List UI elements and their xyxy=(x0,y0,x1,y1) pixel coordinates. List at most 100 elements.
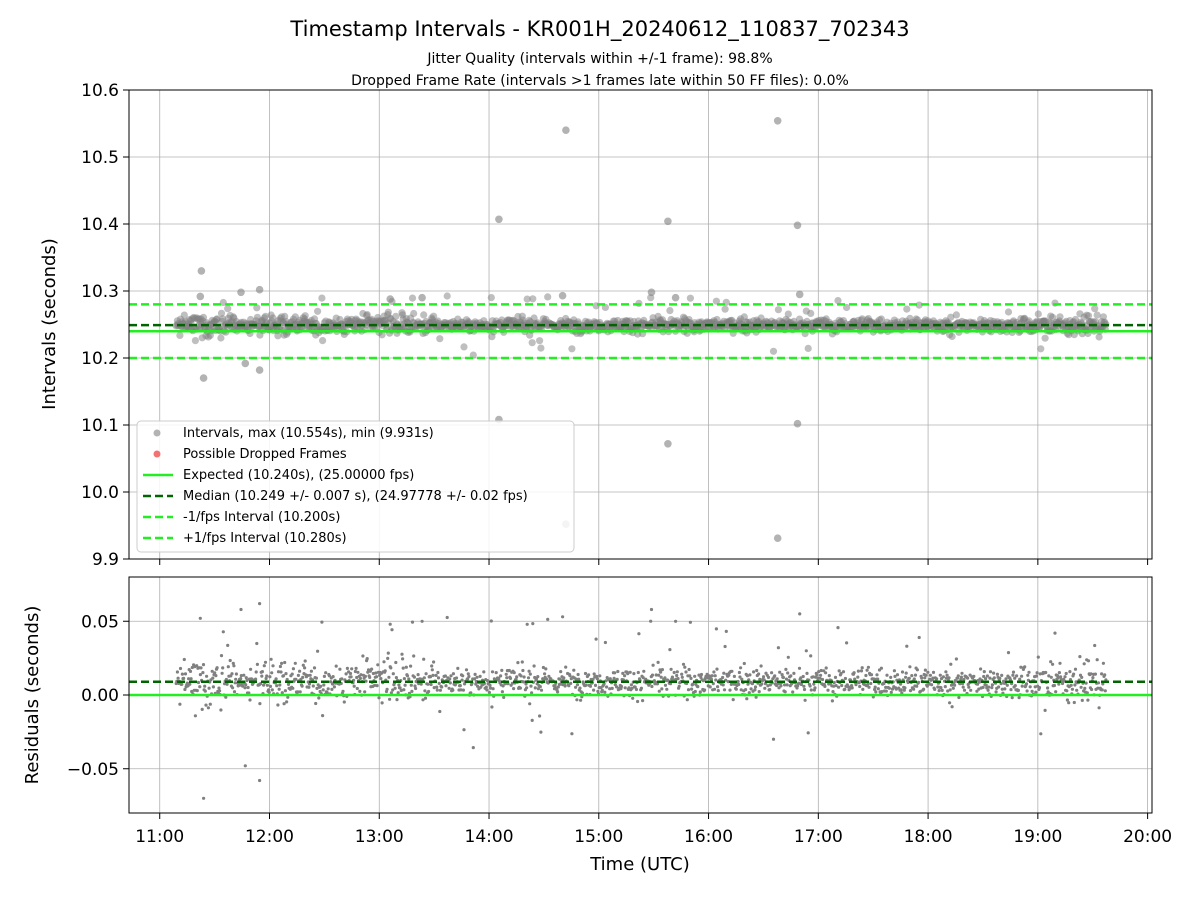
residual-outlier-point xyxy=(239,607,243,612)
x-tick-label: 11:00 xyxy=(135,827,184,847)
legend-marker-dropped-frames xyxy=(153,450,161,458)
residual-point xyxy=(923,676,927,680)
residual-point xyxy=(832,681,836,685)
residual-point xyxy=(1078,655,1082,659)
residual-outlier-point xyxy=(243,764,247,768)
residual-point xyxy=(203,689,207,693)
residual-point xyxy=(475,675,479,679)
residual-point xyxy=(659,675,663,679)
residual-point xyxy=(522,675,526,679)
residual-point xyxy=(183,687,187,692)
residual-point xyxy=(801,674,805,679)
residual-point xyxy=(353,669,357,674)
residual-point xyxy=(572,668,576,672)
residual-point xyxy=(739,666,743,670)
residual-point xyxy=(771,737,776,741)
residual-point xyxy=(752,670,756,674)
residual-point xyxy=(792,671,796,676)
residual-point xyxy=(703,688,707,692)
residual-point xyxy=(992,671,996,675)
interval-outlier-point xyxy=(795,290,804,299)
residual-point xyxy=(758,677,762,682)
residual-point xyxy=(866,665,871,669)
residual-point xyxy=(873,687,877,692)
residual-point xyxy=(366,670,370,674)
residual-point xyxy=(1064,671,1068,676)
residual-point xyxy=(657,673,661,677)
residual-point xyxy=(699,672,704,677)
residual-point xyxy=(1000,673,1004,678)
residual-point xyxy=(813,686,817,690)
residual-point xyxy=(526,676,531,680)
residual-point xyxy=(608,677,612,681)
residual-point xyxy=(615,685,619,689)
residual-point xyxy=(1019,665,1023,669)
residual-point xyxy=(912,687,916,691)
residual-point xyxy=(845,641,849,645)
residual-point xyxy=(331,675,335,679)
residual-point xyxy=(322,674,326,679)
residual-point xyxy=(291,686,295,690)
residual-point xyxy=(226,665,230,669)
residual-point xyxy=(489,686,493,690)
interval-point xyxy=(420,311,428,319)
chart-subtitle-jitter: Jitter Quality (intervals within +/-1 fr… xyxy=(426,51,772,67)
residual-point xyxy=(386,656,390,661)
residual-point xyxy=(684,670,688,674)
residual-point xyxy=(817,670,821,674)
residual-point xyxy=(894,687,898,691)
residual-point xyxy=(365,657,369,661)
residual-point xyxy=(400,652,404,656)
residual-point xyxy=(314,701,318,706)
residual-point xyxy=(969,688,973,692)
residual-point xyxy=(429,682,433,687)
residual-point xyxy=(435,685,439,689)
residual-point xyxy=(385,687,389,691)
residual-point xyxy=(234,672,238,676)
residual-point xyxy=(724,629,728,634)
residual-point xyxy=(785,683,789,687)
interval-point xyxy=(903,305,911,313)
residual-point xyxy=(461,688,465,692)
interval-point xyxy=(269,314,277,322)
residual-point xyxy=(1090,687,1094,692)
x-tick-label: 20:00 xyxy=(1123,827,1172,847)
residual-point xyxy=(632,672,636,676)
interval-point xyxy=(1093,311,1101,319)
residual-point xyxy=(917,680,921,684)
residual-point xyxy=(1093,643,1097,648)
residual-point xyxy=(660,668,665,672)
residual-point xyxy=(210,669,214,673)
residual-point xyxy=(832,684,836,688)
residual-point xyxy=(198,673,202,677)
residual-point xyxy=(501,684,505,688)
residual-point xyxy=(270,688,274,692)
residual-point xyxy=(984,683,988,687)
interval-point xyxy=(807,309,815,317)
residual-point xyxy=(903,686,907,690)
residual-point xyxy=(639,686,644,690)
residual-point xyxy=(275,684,279,688)
residual-point xyxy=(301,663,305,667)
residual-point xyxy=(200,707,204,712)
residual-outlier-point xyxy=(649,607,654,612)
residual-point xyxy=(370,667,374,671)
residual-point xyxy=(363,690,367,694)
residual-point xyxy=(885,673,889,677)
residual-point xyxy=(448,681,452,685)
residual-point xyxy=(712,670,716,674)
residual-point xyxy=(948,701,952,705)
residual-point xyxy=(221,666,225,670)
residual-point xyxy=(1005,683,1009,687)
residual-point xyxy=(231,661,235,666)
residual-point xyxy=(182,657,186,662)
residual-point xyxy=(880,690,884,694)
interval-outlier-point xyxy=(255,366,264,374)
residual-point xyxy=(940,688,944,693)
residual-point xyxy=(744,688,748,692)
residual-point xyxy=(175,670,179,674)
residual-point xyxy=(961,685,965,689)
residual-point xyxy=(188,682,192,686)
intervals-y-tick-label: 10.6 xyxy=(81,81,119,101)
residual-point xyxy=(403,683,407,687)
